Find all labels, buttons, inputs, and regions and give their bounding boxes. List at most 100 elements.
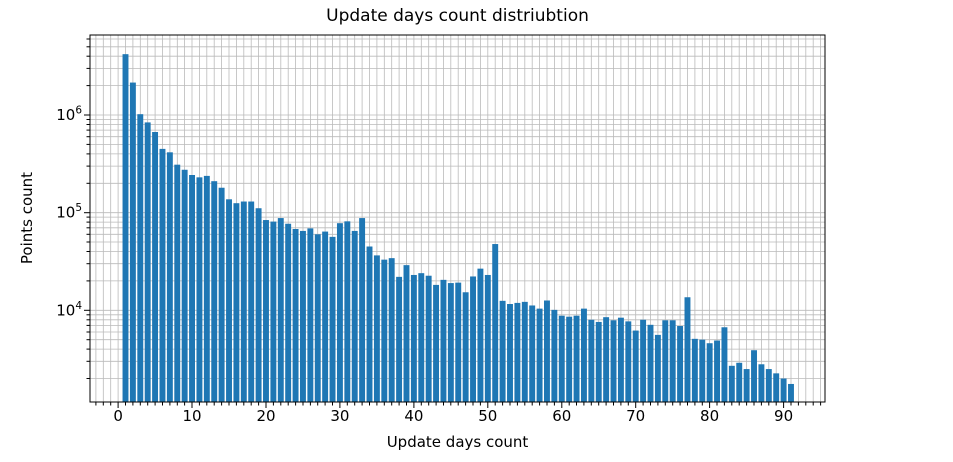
histogram-bar bbox=[580, 308, 587, 402]
histogram-bar bbox=[640, 319, 647, 402]
histogram-bar bbox=[610, 320, 617, 402]
histogram-bar bbox=[314, 234, 321, 402]
histogram-bar bbox=[595, 321, 602, 402]
histogram-bars bbox=[122, 54, 794, 403]
histogram-bar bbox=[447, 283, 454, 402]
histogram-bar bbox=[129, 82, 136, 402]
histogram-bar bbox=[388, 258, 395, 402]
histogram-bar bbox=[684, 297, 691, 402]
x-tick-label: 10 bbox=[182, 407, 201, 425]
histogram-bar bbox=[514, 302, 521, 402]
axis-ticks bbox=[84, 38, 822, 408]
histogram-bar bbox=[603, 317, 610, 402]
histogram-bar bbox=[736, 362, 743, 402]
histogram-bar bbox=[765, 369, 772, 402]
histogram-bar bbox=[189, 175, 195, 402]
histogram-bar bbox=[226, 199, 232, 402]
histogram-bar bbox=[292, 229, 299, 402]
histogram-bar bbox=[277, 218, 284, 402]
histogram-bar bbox=[255, 208, 262, 402]
tick-labels: 0 10 20 30 40 50 60 70 80 90 104 105 106 bbox=[56, 105, 793, 426]
x-tick-label: 80 bbox=[700, 407, 719, 425]
histogram-bar bbox=[366, 246, 373, 402]
histogram-bar bbox=[492, 244, 499, 402]
histogram-bar bbox=[780, 378, 787, 402]
histogram-bar bbox=[381, 259, 388, 402]
histogram-bar bbox=[551, 309, 558, 402]
histogram-bar bbox=[632, 330, 639, 402]
x-tick-label: 50 bbox=[478, 407, 497, 425]
histogram-bar bbox=[470, 276, 476, 402]
histogram-bar bbox=[329, 236, 336, 402]
x-tick-label: 70 bbox=[626, 407, 645, 425]
histogram-bar bbox=[617, 317, 624, 402]
histogram-bar bbox=[196, 177, 203, 402]
y-tick-label: 105 bbox=[56, 202, 82, 222]
histogram-bar bbox=[544, 300, 550, 402]
histogram-bar bbox=[588, 319, 595, 402]
histogram-bar bbox=[203, 175, 210, 402]
histogram-bar bbox=[122, 54, 129, 403]
histogram-bar bbox=[351, 230, 358, 402]
histogram-bar bbox=[433, 284, 440, 402]
x-axis-label: Update days count bbox=[386, 433, 529, 451]
histogram-bar bbox=[654, 334, 661, 402]
histogram-bar bbox=[300, 230, 306, 402]
histogram-bar bbox=[751, 350, 757, 402]
x-tick-label: 0 bbox=[113, 407, 123, 425]
histogram-bar bbox=[285, 223, 292, 402]
chart-title: Update days count distriubtion bbox=[326, 6, 589, 26]
histogram-bar bbox=[669, 320, 676, 402]
histogram-bar bbox=[573, 315, 580, 402]
histogram-bar bbox=[322, 231, 329, 402]
histogram-bar bbox=[410, 274, 417, 402]
histogram-bar bbox=[566, 316, 573, 402]
histogram-bar bbox=[743, 369, 750, 402]
histogram-bar bbox=[159, 148, 166, 402]
histogram-bar bbox=[484, 274, 491, 402]
histogram-bar bbox=[373, 255, 380, 402]
histogram-bar bbox=[728, 365, 735, 402]
histogram-bar bbox=[396, 276, 403, 402]
histogram-bar bbox=[662, 320, 669, 402]
histogram-bar bbox=[174, 164, 181, 402]
histogram-bar bbox=[152, 132, 159, 402]
histogram-bar bbox=[336, 223, 343, 402]
histogram-bar bbox=[137, 114, 144, 403]
histogram-bar bbox=[462, 292, 469, 402]
histogram-bar bbox=[758, 364, 765, 402]
histogram-bar bbox=[233, 203, 240, 402]
histogram-bar bbox=[521, 301, 528, 402]
histogram-bar bbox=[625, 321, 632, 402]
x-tick-label: 40 bbox=[404, 407, 423, 425]
histogram-bar bbox=[691, 338, 698, 402]
histogram-bar bbox=[344, 221, 351, 402]
histogram-bar bbox=[181, 169, 188, 402]
histogram-bar bbox=[721, 327, 728, 402]
x-tick-label: 60 bbox=[552, 407, 571, 425]
histogram-bar bbox=[359, 218, 366, 402]
histogram-bar bbox=[166, 152, 173, 402]
histogram-bar bbox=[211, 181, 218, 402]
histogram-bar bbox=[529, 305, 536, 402]
x-tick-label: 20 bbox=[256, 407, 275, 425]
y-tick-label: 104 bbox=[56, 300, 82, 320]
histogram-bar bbox=[677, 326, 684, 402]
histogram-bar bbox=[144, 122, 151, 402]
histogram-bar bbox=[773, 373, 780, 402]
y-tick-label: 106 bbox=[56, 105, 82, 125]
histogram-bar bbox=[403, 265, 410, 402]
x-tick-label: 90 bbox=[774, 407, 793, 425]
histogram-bar bbox=[263, 220, 269, 402]
histogram-bar bbox=[248, 201, 255, 402]
histogram-bar bbox=[425, 275, 432, 402]
histogram-bar bbox=[218, 187, 225, 402]
histogram-bar bbox=[307, 228, 314, 402]
histogram-bar bbox=[270, 221, 277, 402]
x-tick-label: 30 bbox=[330, 407, 349, 425]
histogram-bar bbox=[507, 304, 513, 402]
histogram-bar bbox=[699, 339, 706, 402]
histogram-bar bbox=[647, 324, 654, 402]
